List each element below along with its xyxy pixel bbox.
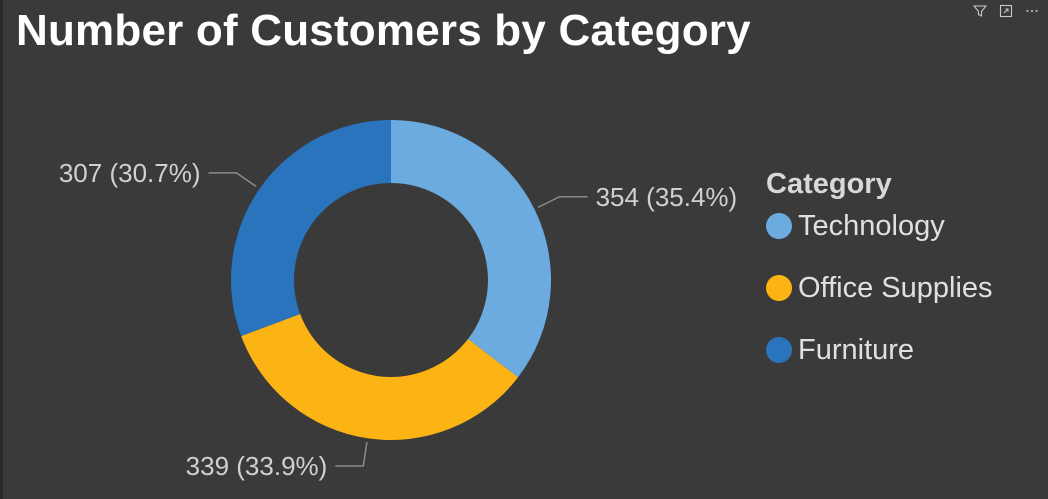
chart-title: Number of Customers by Category (16, 6, 751, 55)
legend-item-furniture[interactable]: Furniture (766, 319, 993, 381)
legend-title: Category (766, 168, 892, 200)
filter-icon[interactable] (972, 4, 988, 20)
leader-line-furniture (208, 172, 257, 188)
donut-chart: 354 (35.4%) 339 (33.9%) 307 (30.7%) (59, 120, 738, 481)
slice-technology[interactable] (391, 120, 551, 378)
slice-furniture[interactable] (231, 120, 391, 337)
visual-header (972, 4, 1040, 20)
focus-mode-icon[interactable] (998, 4, 1014, 20)
legend-label-office-supplies: Office Supplies (798, 271, 993, 304)
legend-swatch-technology (766, 213, 792, 239)
legend-swatch-office-supplies (766, 275, 792, 301)
leader-line-office-supplies (335, 442, 368, 467)
legend-label-technology: Technology (798, 209, 945, 242)
data-label-furniture: 307 (30.7%) (59, 158, 201, 188)
slice-office-supplies[interactable] (241, 314, 519, 440)
legend: Category Technology Office Supplies Furn… (766, 168, 993, 401)
leader-line-technology (537, 196, 588, 209)
more-options-icon[interactable] (1024, 4, 1040, 20)
legend-swatch-furniture (766, 337, 792, 363)
data-label-technology: 354 (35.4%) (596, 182, 738, 212)
data-label-office-supplies: 339 (33.9%) (186, 451, 328, 481)
legend-label-furniture: Furniture (798, 333, 915, 366)
legend-item-office-supplies[interactable]: Office Supplies (766, 257, 993, 319)
legend-item-technology[interactable]: Technology (766, 195, 993, 257)
